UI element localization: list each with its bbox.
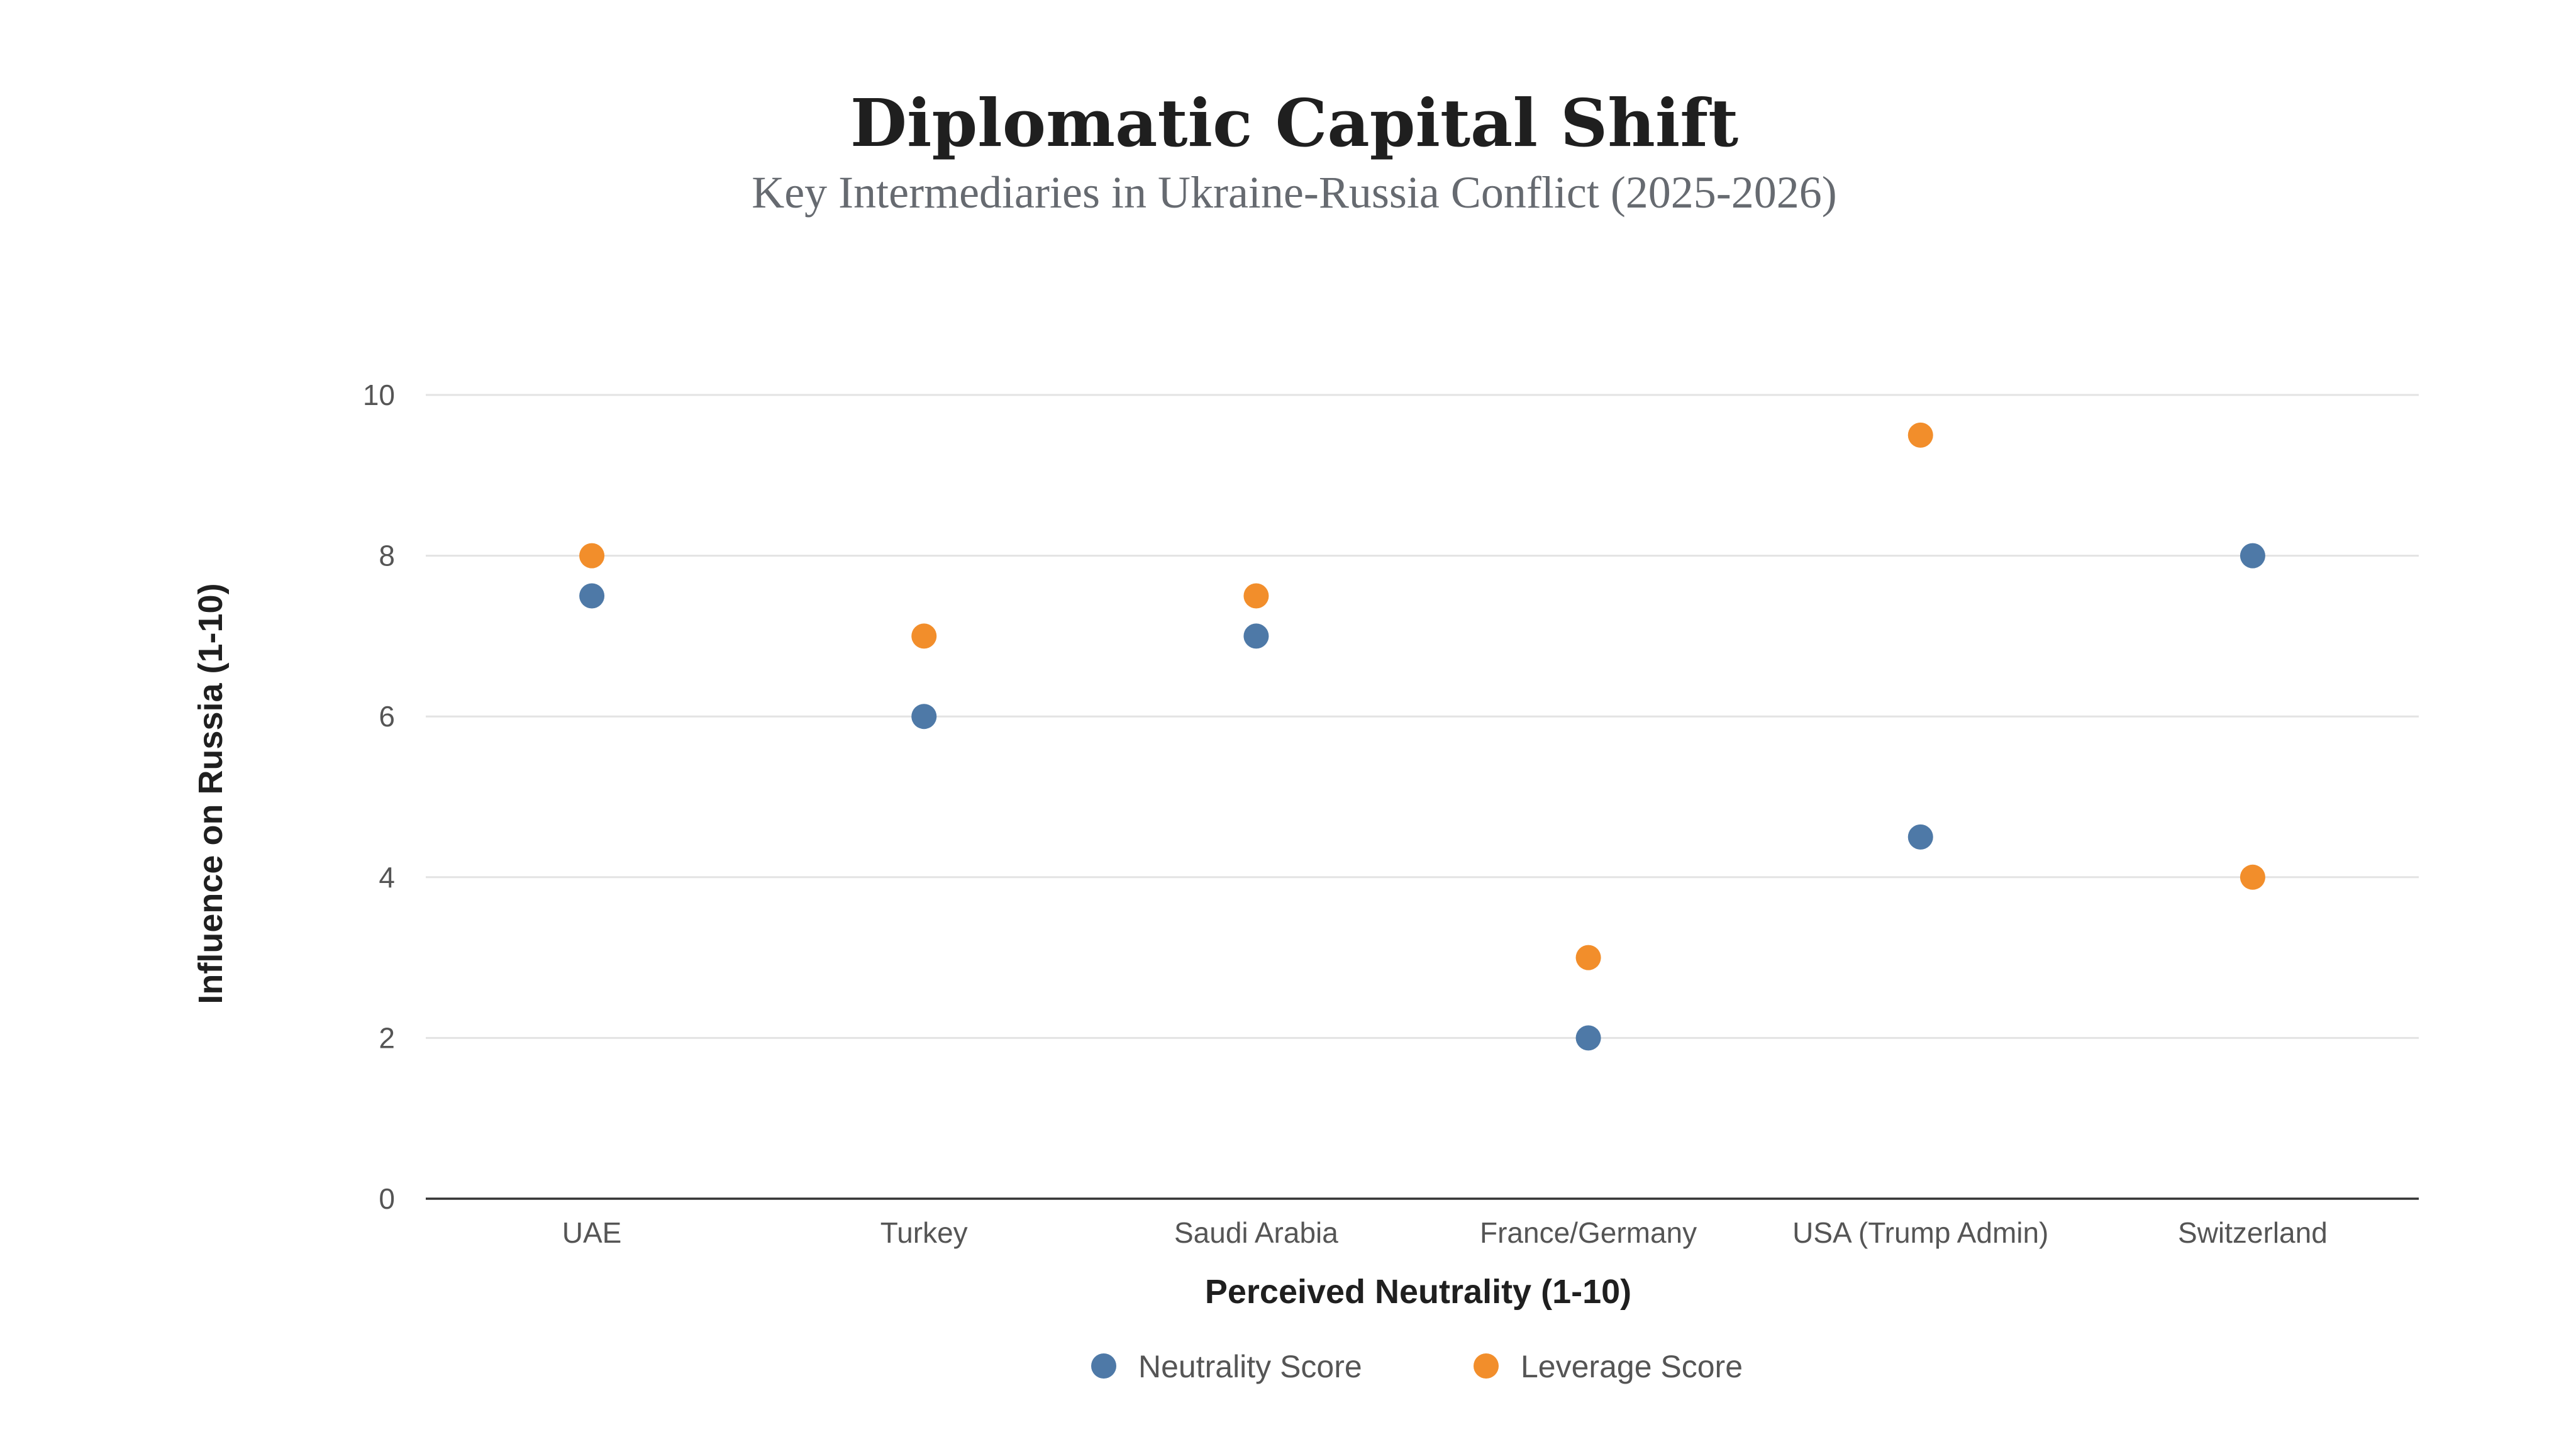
x-tick-label: Turkey bbox=[880, 1216, 968, 1249]
x-tick-label: France/Germany bbox=[1480, 1216, 1697, 1249]
x-tick-label: Saudi Arabia bbox=[1174, 1216, 1338, 1249]
neutrality-score-point-saudi-arabia bbox=[1243, 623, 1269, 649]
leverage-score-point-switzerland bbox=[2240, 864, 2265, 890]
x-tick-label: Switzerland bbox=[2178, 1216, 2328, 1249]
x-tick-label: UAE bbox=[562, 1216, 622, 1249]
neutrality-score-point-uae bbox=[579, 583, 605, 609]
y-tick-label: 8 bbox=[379, 540, 395, 572]
neutrality-score-point-usa-trump-admin bbox=[1907, 824, 1933, 850]
x-tick-label: USA (Trump Admin) bbox=[1792, 1216, 2048, 1249]
leverage-score-point-uae bbox=[579, 543, 605, 569]
neutrality-score-point-turkey bbox=[911, 704, 937, 730]
chart-title: Diplomatic Capital Shift bbox=[850, 84, 1738, 162]
y-tick-label: 0 bbox=[379, 1182, 395, 1215]
leverage-score-point-turkey bbox=[911, 623, 937, 649]
gridlines bbox=[426, 394, 2419, 1039]
y-axis-title: Influence on Russia (1-10) bbox=[192, 583, 230, 1004]
x-axis-title: Perceived Neutrality (1-10) bbox=[1205, 1273, 1631, 1311]
data-points bbox=[579, 422, 2265, 1051]
leverage-score-point-saudi-arabia bbox=[1243, 583, 1269, 609]
x-axis-ticks: UAE Turkey Saudi Arabia France/Germany USA (… bbox=[562, 1216, 2328, 1249]
neutrality-score-point-france-germany bbox=[1575, 1025, 1601, 1051]
legend: Neutrality Score Leverage Score bbox=[1091, 1349, 1743, 1384]
y-tick-label: 6 bbox=[379, 700, 395, 733]
y-tick-label: 10 bbox=[363, 379, 395, 411]
leverage-score-point-france-germany bbox=[1575, 945, 1601, 970]
y-tick-label: 2 bbox=[379, 1021, 395, 1054]
legend-marker-neutrality-score bbox=[1091, 1353, 1116, 1379]
chart-subtitle: Key Intermediaries in Ukraine-Russia Con… bbox=[752, 167, 1837, 218]
legend-marker-leverage-score bbox=[1474, 1353, 1499, 1379]
y-axis-ticks: 0 2 4 6 8 10 bbox=[363, 379, 395, 1215]
legend-label-leverage-score: Leverage Score bbox=[1521, 1349, 1743, 1384]
leverage-score-point-usa-trump-admin bbox=[1907, 422, 1933, 448]
y-tick-label: 4 bbox=[379, 861, 395, 894]
legend-label-neutrality-score: Neutrality Score bbox=[1138, 1349, 1362, 1384]
neutrality-score-point-switzerland bbox=[2240, 543, 2265, 569]
